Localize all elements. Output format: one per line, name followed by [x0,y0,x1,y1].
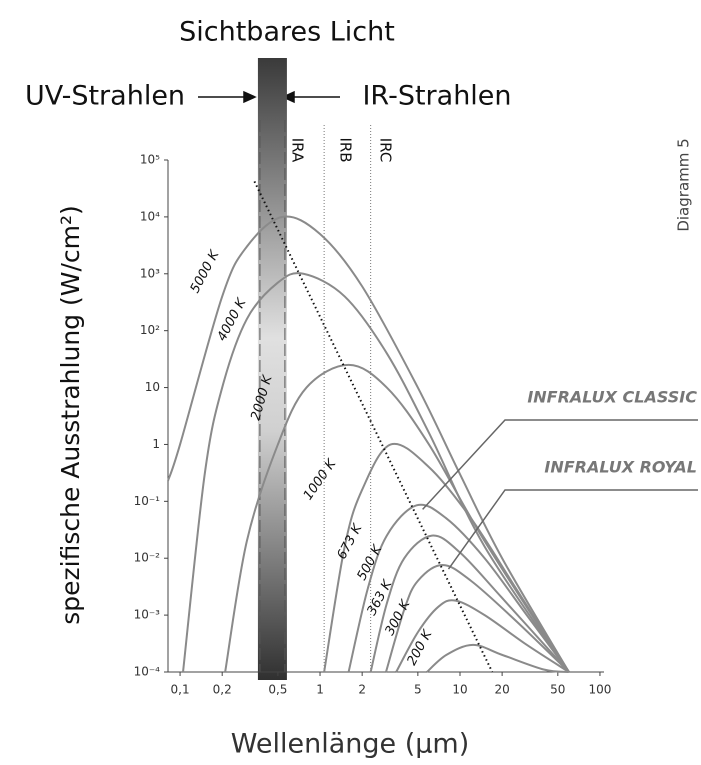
curve [395,599,570,673]
series-label: 500 K [355,542,387,583]
x-tick-label: 0,2 [213,683,232,697]
curve [385,564,570,673]
x-tick-label: 1 [316,683,324,697]
uv-label: UV-Strahlen [25,81,185,112]
annotation: INFRALUX ROYAL [544,458,697,477]
ir-band-label: IRA [289,138,307,163]
curve [426,643,569,673]
y-tick-label: 10⁻⁴ [134,665,161,679]
y-tick-label: 10⁻¹ [134,494,161,508]
x-tick-label: 100 [588,683,611,697]
annotation: INFRALUX CLASSIC [527,388,697,407]
annotation-leader [447,489,698,570]
y-tick-label: 10 [145,380,160,394]
diagram-label: Diagramm 5 [675,138,693,231]
chart-title: Sichtbares Licht [179,17,395,48]
y-tick-label: 1 [152,437,160,451]
x-tick-label: 10 [452,683,467,697]
y-tick-label: 10⁻³ [134,608,161,622]
series-label: 5000 K [188,247,223,296]
x-tick-label: 0,5 [268,683,287,697]
x-tick-label: 20 [494,683,509,697]
curve [167,215,570,673]
y-tick-label: 10⁻² [134,551,161,565]
x-tick-label: 50 [550,683,565,697]
annotation-leader [422,419,698,510]
wien-line [253,180,494,673]
curve [347,503,570,673]
arrows [198,90,340,104]
visible-band [257,58,287,680]
y-axis-label: spezifische Ausstrahlung (W/cm²) [56,205,85,625]
series-label: 673 K [335,521,367,562]
curve [224,363,570,673]
x-tick-label: 0,1 [171,683,190,697]
curve [369,534,570,673]
curve [323,442,570,673]
series-label: 1000 K [301,456,340,503]
y-tick-label: 10³ [140,266,160,280]
y-tick-label: 10⁵ [140,153,160,167]
ir-band-label: IRB [337,137,355,162]
y-tick-label: 10⁴ [140,209,160,223]
ir-label: IR-Strahlen [362,81,511,112]
x-tick-label: 5 [414,683,422,697]
x-axis-label: Wellenlänge (µm) [231,729,470,760]
ir-band-label: IRC [377,138,395,163]
y-tick-label: 10² [140,323,160,337]
x-tick-label: 2 [358,683,366,697]
